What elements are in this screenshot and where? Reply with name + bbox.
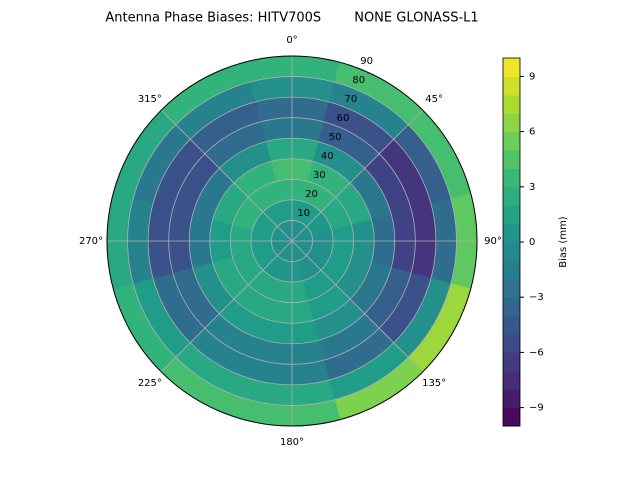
colorbar-band [503,407,520,427]
colorbar-tick-label: −9 [529,403,544,414]
radial-tick-label: 30 [313,170,326,181]
polar-frame [106,55,478,427]
radial-tick-label: 50 [329,132,342,143]
colorbar-band [503,205,520,225]
colorbar-label: Bias (mm) [558,216,569,268]
angular-grid-line [291,109,424,242]
angular-tick-label: 225° [138,378,162,389]
colorbar-band [503,58,520,77]
colorbar-band [503,315,520,335]
colorbar-band [503,150,520,169]
colorbar-band [503,260,520,280]
colorbar-band [503,297,520,317]
colorbar-tick-label: −6 [529,347,544,358]
radial-tick-label: 70 [345,94,358,105]
colorbar-tick-label: 9 [529,71,535,82]
radial-tick-label: 80 [352,75,365,86]
colorbar-tick-label: −3 [529,292,544,303]
colorbar-band [503,389,520,409]
angular-tick-label: 135° [422,378,446,389]
angular-tick-label: 270° [79,236,103,247]
radial-tick-label: 60 [337,113,350,124]
colorbar-band [503,113,520,133]
chart-title: Antenna Phase Biases: HITV700S NONE GLON… [105,11,478,26]
colorbar-band [503,76,520,96]
angular-tick-label: 315° [138,94,162,105]
colorbar-band [503,370,520,390]
angular-tick-label: 90° [484,236,502,247]
angular-grid-line [160,109,293,242]
angular-tick-label: 0° [286,35,297,46]
angular-tick-label: 180° [280,437,304,448]
radial-tick-label: 90 [360,56,373,67]
colorbar-band [503,168,520,188]
colorbar-band [503,186,520,206]
colorbar-band [503,278,520,298]
radial-tick-label: 40 [321,151,334,162]
colorbar-band [503,334,520,353]
angular-tick-label: 45° [425,94,443,105]
colorbar-band [503,131,520,151]
angular-grid-line [291,240,424,373]
colorbar-band [503,352,520,372]
colorbar-tick-label: 3 [529,182,535,193]
colorbar-band [503,242,520,261]
colorbar-tick-label: 0 [529,237,535,248]
colorbar-band [503,94,520,114]
radial-tick-label: 20 [305,189,318,200]
colorbar-band [503,223,520,243]
radial-tick-label: 10 [297,208,310,219]
angular-grid-line [160,240,293,373]
colorbar-tick-label: 6 [529,127,535,138]
